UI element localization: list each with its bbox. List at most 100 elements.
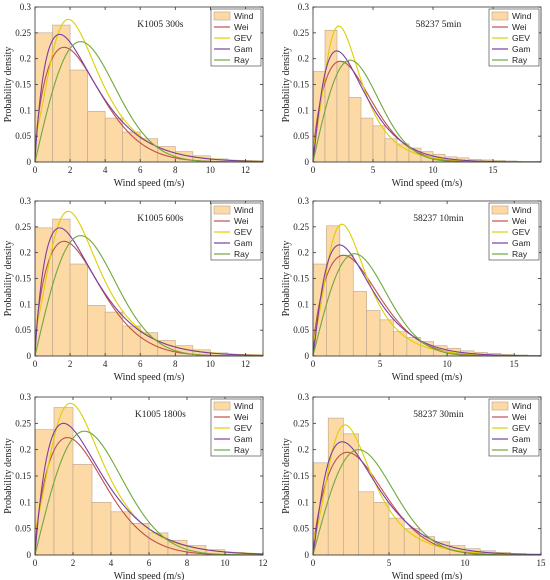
x-tick-label: 10	[461, 558, 471, 568]
histogram-bar	[69, 263, 88, 357]
y-tick-label: 0.2	[298, 54, 309, 64]
y-tick-label: 0.05	[293, 325, 309, 335]
legend-entry-gev: GEV	[512, 423, 530, 433]
histogram-bar	[72, 464, 93, 556]
x-tick-label: 15	[537, 558, 547, 568]
legend-entry-ray: Ray	[234, 445, 250, 455]
x-tick-label: 2	[68, 165, 73, 175]
series-line-gam	[34, 33, 264, 163]
legend-swatch-wind	[491, 11, 509, 21]
histogram-bar	[373, 502, 390, 556]
histogram-bar	[336, 60, 350, 163]
y-tick-label: 0.25	[293, 28, 309, 38]
y-tick-label: 0.15	[15, 80, 31, 90]
histogram-bars	[34, 218, 264, 357]
histogram-bar	[87, 111, 106, 163]
y-tick-label: 0.1	[20, 105, 31, 115]
histogram-bar	[352, 291, 367, 357]
station-annotation: K1005 300s	[137, 20, 183, 30]
x-tick-label: 2	[68, 359, 73, 369]
x-tick-label: 8	[185, 558, 190, 568]
legend-entry-wei: Wei	[234, 216, 249, 226]
histogram-bar	[360, 117, 374, 163]
histogram-bar	[348, 97, 362, 163]
histogram-bar	[379, 319, 394, 357]
x-axis-label: Wind speed (m/s)	[392, 372, 463, 383]
x-axis-label: Wind speed (m/s)	[114, 372, 185, 383]
x-tick-label: 0	[311, 558, 316, 568]
chart-panel-5: 0 2 4 6 8 10 12 0 0.05 0.1 0.15 0.2 0.25 0.3 Wind spee…	[3, 392, 268, 580]
series-line-gam	[312, 441, 542, 556]
y-axis-label: Probability density	[281, 438, 292, 514]
y-tick-label: 0.3	[298, 392, 310, 402]
legend-entry-ray: Ray	[512, 249, 528, 259]
histogram-bar	[358, 491, 375, 556]
y-tick-label: 0.25	[15, 418, 31, 428]
y-tick-label: 0.05	[293, 524, 309, 534]
legend-entry-gam: Gam	[234, 434, 252, 444]
y-tick-label: 0.2	[20, 54, 31, 64]
y-tick-label: 0	[305, 351, 310, 361]
legend-entry-wind: Wind	[234, 11, 254, 21]
legend-swatch-wind	[491, 401, 509, 411]
y-tick-label: 0.05	[15, 325, 31, 335]
x-tick-label: 4	[103, 359, 108, 369]
station-annotation: 58237 10min	[413, 214, 464, 224]
station-annotation: K1005 600s	[137, 214, 183, 224]
y-tick-label: 0.1	[298, 497, 309, 507]
x-tick-label: 10	[206, 359, 216, 369]
legend-entry-wei: Wei	[512, 216, 527, 226]
chart-panel-1: 0 2 4 6 8 10 12 0 0.05 0.1 0.15 0.2 0.25 0.3 Wind spee…	[3, 2, 264, 189]
legend-entry-wind: Wind	[512, 205, 532, 215]
y-axis-label: Probability density	[3, 438, 14, 514]
y-tick-label: 0.15	[15, 471, 31, 481]
legend-entry-gev: GEV	[234, 33, 252, 43]
y-tick-label: 0	[27, 550, 32, 560]
legend-entry-ray: Ray	[234, 55, 250, 65]
histogram-bar	[91, 502, 112, 556]
x-axis-label: Wind speed (m/s)	[392, 178, 463, 189]
legend-entry-ray: Ray	[512, 55, 528, 65]
y-tick-label: 0.25	[293, 222, 309, 232]
y-tick-label: 0.3	[298, 196, 310, 206]
station-annotation: K1005 1800s	[135, 410, 186, 420]
y-tick-label: 0.25	[15, 222, 31, 232]
x-tick-label: 8	[173, 359, 178, 369]
histogram-bar	[324, 29, 338, 163]
x-tick-label: 0	[33, 359, 38, 369]
y-tick-label: 0.05	[293, 131, 309, 141]
x-tick-label: 0	[311, 359, 316, 369]
legend-entry-gam: Gam	[234, 44, 252, 54]
legend-swatch-wind	[213, 205, 231, 215]
y-tick-label: 0	[27, 157, 32, 167]
y-tick-label: 0.25	[293, 418, 309, 428]
histogram-bar	[110, 511, 131, 556]
histogram-bar	[53, 407, 74, 556]
legend-entry-gev: GEV	[512, 33, 530, 43]
x-tick-label: 6	[147, 558, 152, 568]
legend-swatch-wind	[491, 205, 509, 215]
legend-entry-ray: Ray	[234, 249, 250, 259]
y-axis-label: Probability density	[3, 47, 14, 123]
legend-entry-wei: Wei	[234, 22, 249, 32]
x-tick-label: 8	[173, 165, 178, 175]
legend-entry-wei: Wei	[512, 22, 527, 32]
legend-swatch-wind	[213, 11, 231, 21]
x-tick-label: 0	[33, 165, 38, 175]
y-tick-label: 0.15	[293, 471, 309, 481]
histogram-bar	[122, 131, 141, 163]
x-tick-label: 15	[510, 359, 520, 369]
y-tick-label: 0.3	[298, 2, 310, 12]
histogram-bar	[339, 254, 354, 357]
station-annotation: 58237 5min	[416, 20, 462, 30]
y-tick-label: 0	[27, 351, 32, 361]
histogram-bar	[129, 523, 150, 556]
x-tick-label: 0	[33, 558, 38, 568]
x-tick-label: 15	[489, 165, 499, 175]
y-tick-label: 0.3	[20, 392, 32, 402]
legend-entry-gev: GEV	[512, 227, 530, 237]
y-tick-label: 0.2	[20, 445, 31, 455]
